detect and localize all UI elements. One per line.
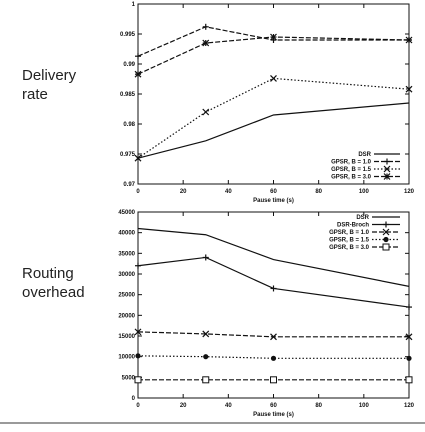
overhead-ytick-label: 25000: [118, 293, 135, 299]
delivery-series-gpsr-b-1-5-point: [202, 108, 210, 116]
delivery-series-gpsr-b-3-0-line: [137, 36, 410, 75]
overhead-series-gpsr-b-3-0-point: [270, 376, 277, 384]
overhead-ytick-label: 40000: [118, 231, 135, 237]
legend-marker: [382, 228, 390, 236]
overhead-series-dsr-broch-point: [406, 304, 412, 311]
overhead-series-dsr-broch-point: [270, 285, 277, 292]
legend-marker: [382, 243, 390, 251]
delivery-xtick-label: 100: [359, 189, 370, 195]
delivery-ytick-label: 0.99: [123, 62, 135, 68]
overhead-xtick-label: 40: [225, 403, 232, 409]
delivery-series-gpsr-b-3-0-point: [202, 39, 210, 47]
delivery-ytick-label: 1: [132, 2, 136, 8]
delivery-ytick-label: 0.995: [120, 32, 136, 38]
delivery-ytick-label: 0.97: [123, 182, 135, 188]
bottom-rule: [0, 422, 425, 424]
legend-label: DSR: [358, 152, 371, 158]
routing-overhead-label: Routing overhead: [22, 265, 85, 301]
legend-label: GPSR, B = 1.5: [331, 167, 372, 173]
delivery-xtick-label: 80: [315, 189, 322, 195]
legend-marker: [383, 236, 389, 243]
legend-label: GPSR, B = 1.5: [329, 238, 370, 244]
delivery-xtick-label: 0: [136, 189, 140, 195]
delivery-ytick-label: 0.98: [123, 122, 135, 128]
overhead-series-gpsr-b-3-0-point: [202, 376, 210, 384]
delivery-series-gpsr-b-1-5-point: [270, 74, 277, 82]
delivery-series-gpsr-b-3-0-point: [270, 33, 277, 41]
legend-label: GPSR, B = 3.0: [329, 245, 370, 251]
overhead-xtick-label: 80: [315, 403, 322, 409]
overhead-ytick-label: 45000: [118, 210, 135, 216]
overhead-series-gpsr-b-1-5-point: [135, 353, 141, 359]
delivery-series-gpsr-b-1-5-point: [134, 154, 142, 162]
overhead-ytick-label: 20000: [118, 313, 135, 319]
delivery-rate-label: Delivery rate: [22, 67, 77, 103]
delivery-xtick-label: 40: [225, 189, 232, 195]
delivery-ytick-label: 0.975: [120, 152, 136, 158]
legend-label: DSR: [356, 215, 369, 221]
overhead-x-axis-title: Pause time (s): [253, 412, 294, 418]
delivery-xtick-label: 20: [180, 189, 187, 195]
overhead-series-gpsr-b-1-0-line: [137, 331, 409, 338]
overhead-xtick-label: 100: [359, 403, 370, 409]
overhead-series-gpsr-b-1-5-point: [203, 354, 209, 360]
delivery-xtick-label: 60: [270, 189, 277, 195]
delivery-series-gpsr-b-1-0-line: [137, 26, 409, 57]
delivery-x-axis-title: Pause time (s): [253, 198, 294, 204]
overhead-ytick-label: 15000: [118, 334, 135, 340]
overhead-xtick-label: 20: [180, 403, 187, 409]
overhead-series-gpsr-b-3-0-point: [405, 376, 413, 384]
legend-marker: [384, 158, 390, 165]
legend-label: GPSR, B = 3.0: [331, 175, 372, 181]
delivery-series-gpsr-b-3-0-point: [134, 70, 142, 78]
overhead-series-gpsr-b-1-0-point: [270, 333, 277, 341]
overhead-series-gpsr-b-1-5-point: [270, 355, 277, 361]
overhead-series-gpsr-b-1-0-point: [405, 333, 413, 341]
overhead-series-dsr-broch-point: [202, 254, 209, 261]
overhead-series-dsr-broch-point: [135, 262, 141, 269]
overhead-ytick-label: 35000: [118, 251, 135, 257]
overhead-xtick-label: 120: [404, 403, 415, 409]
delivery-ytick-label: 0.985: [120, 92, 136, 98]
overhead-ytick-label: 10000: [118, 355, 135, 361]
legend-label: GPSR, B = 1.0: [331, 160, 372, 166]
overhead-ytick-label: 0: [132, 396, 136, 402]
legend-marker: [383, 165, 391, 173]
delivery-series-gpsr-b-1-5-line: [137, 77, 410, 159]
delivery-series-gpsr-b-3-0-point: [405, 36, 413, 44]
overhead-series-dsr-line: [137, 227, 410, 287]
delivery-rate-chart: 0.97 0.975 0.98 0.985 0.99 0.995 1 0 20 40 60 80 100…: [120, 2, 415, 204]
overhead-series-gpsr-b-1-0-point: [202, 330, 210, 338]
overhead-series-dsr-broch-line: [137, 256, 410, 308]
overhead-series-gpsr-b-1-5-point: [406, 355, 412, 361]
legend-marker: [383, 221, 389, 228]
overhead-ytick-label: 30000: [118, 272, 135, 278]
overhead-xtick-label: 60: [270, 403, 277, 409]
delivery-series-gpsr-b-1-5-point: [405, 85, 413, 93]
delivery-series-dsr-line: [137, 102, 410, 159]
legend-label: DSR-Broch: [337, 223, 369, 229]
overhead-series-gpsr-b-1-0-point: [134, 328, 142, 336]
delivery-series-gpsr-b-1-0-point: [135, 53, 141, 60]
delivery-xtick-label: 120: [404, 189, 415, 195]
legend-marker: [383, 173, 391, 180]
delivery-series-gpsr-b-1-0-point: [202, 23, 209, 30]
overhead-ytick-label: 5000: [122, 375, 136, 381]
routing-overhead-chart: 0 5000 10000 15000 20000 25000 30000 35000 40000…: [118, 210, 415, 418]
overhead-xtick-label: 0: [136, 403, 140, 409]
overhead-series-gpsr-b-1-5-line: [137, 355, 409, 359]
overhead-series-gpsr-b-3-0-point: [134, 376, 142, 384]
legend-label: GPSR, B = 1.0: [329, 230, 370, 236]
